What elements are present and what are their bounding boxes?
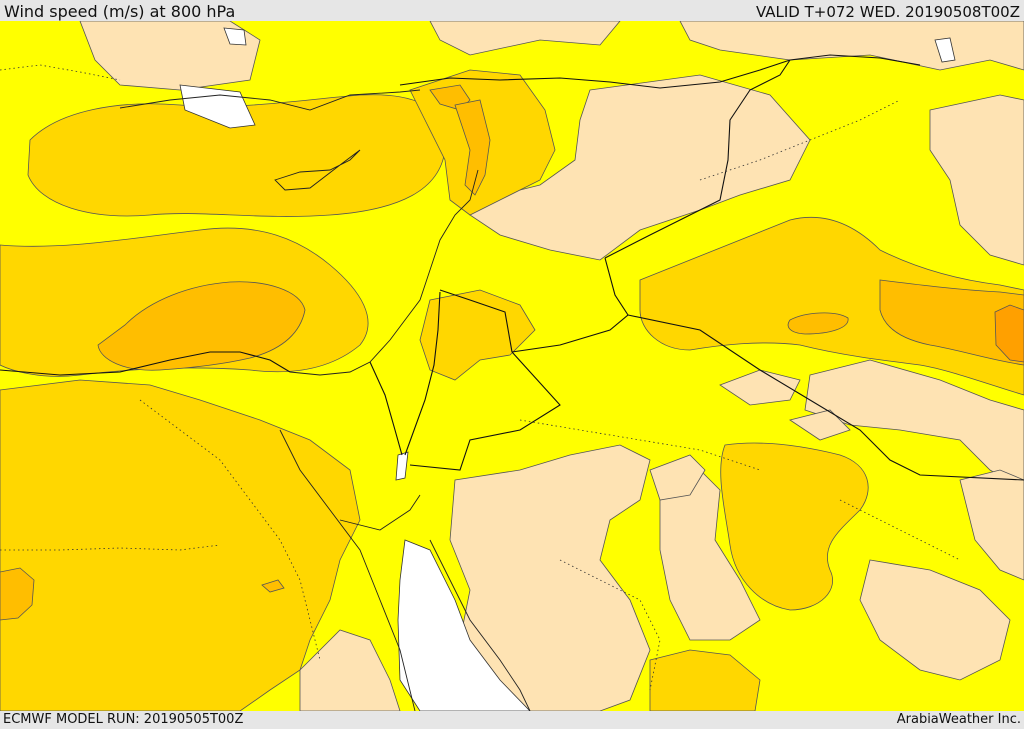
border-jordan-iraq [511,257,629,353]
wind-speed-map [0,21,1024,711]
strong-egypt-spot [261,579,285,593]
low-syria-desert [469,74,811,261]
fresh-arabia-central [720,442,869,611]
coast-gulf-suez [339,494,421,531]
low-wind-regions [79,21,1024,711]
strong-iraq-ellipse [787,312,849,335]
admin-line-1 [139,399,321,661]
map-title: Wind speed (m/s) at 800 hPa [4,2,236,21]
very-strong-wind-regions [994,304,1024,363]
coast-turkey-south [119,89,421,111]
border-jordan-saudi [409,351,561,471]
admin-line-2 [0,544,221,551]
fresh-iraq-band [639,216,1024,396]
low-iraq-east [929,94,1024,266]
low-turkey-west [79,21,261,91]
strong-levant-band [454,99,491,196]
border-israel-jordan [404,291,441,456]
coastlines [119,89,531,711]
low-turkey-east [429,21,621,56]
fresh-arabia-south [649,649,761,711]
low-egypt-south [299,629,401,711]
strong-wind-regions [0,84,1024,621]
very-strong-iraq [994,304,1024,363]
valid-time: VALID T+072 WED. 20190508T00Z [755,3,1020,21]
country-borders [0,54,1024,481]
border-syria-iraq [604,59,791,259]
coast-red-sea-east [429,539,531,711]
border-libya-egypt [0,351,291,376]
fresh-jordan [419,289,536,381]
no-data-areas [179,27,956,711]
white-black-sea-strait [179,84,256,129]
footer-bar: ECMWF MODEL RUN: 20190505T00Z ArabiaWeat… [0,711,1024,729]
border-egypt-israel [369,361,403,456]
model-run-label: ECMWF MODEL RUN: 20190505T00Z [3,712,244,727]
admin-lines [0,64,961,691]
white-east-lake [934,37,956,63]
low-arabia-east [859,559,1011,681]
strong-west-blob [0,567,35,621]
white-red-sea [397,539,531,711]
strong-iraq-east [879,279,1024,366]
admin-line-5 [699,99,901,181]
strong-med-central [97,281,306,371]
border-syria-lebanon [439,289,513,353]
white-gulf-aqaba [395,451,409,481]
border-turkey-syria [399,54,921,89]
admin-line-3 [519,419,761,471]
white-lake [223,27,247,46]
header-bar: Wind speed (m/s) at 800 hPa VALID T+072 … [0,0,1024,21]
low-east-ellipse [789,409,851,441]
low-east-spot [719,369,801,406]
low-sinai-patch [649,454,706,501]
fresh-egypt-south [0,379,361,711]
coast-red-sea-west [279,429,416,711]
credit-label: ArabiaWeather Inc. [896,712,1021,727]
coast-med-south [289,169,479,376]
coast-cyprus [274,149,361,191]
low-arabia-central [659,469,761,641]
low-se-corner [959,469,1024,581]
border-saudi-iraq [627,314,1024,481]
